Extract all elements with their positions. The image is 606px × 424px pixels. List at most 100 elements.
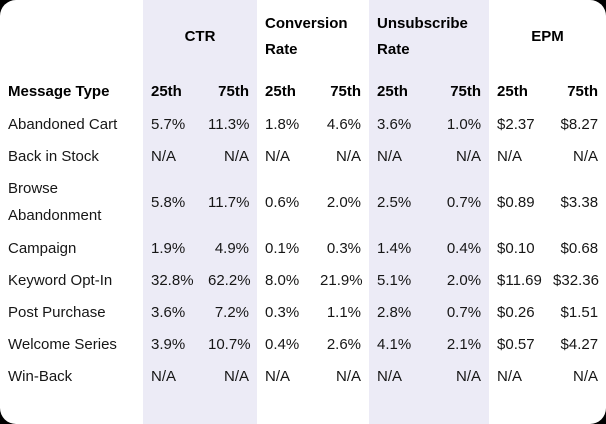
row-label: Campaign bbox=[8, 239, 77, 257]
filler-cell bbox=[489, 392, 545, 424]
cell-conversion-75th: 21.9% bbox=[320, 271, 363, 289]
cell-unsubscribe-75th: 2.0% bbox=[426, 264, 490, 296]
group-header-row: CTR Conversion Rate Unsubscribe Rate EPM bbox=[0, 0, 606, 74]
cell-epm-25th: $2.37 bbox=[497, 115, 535, 133]
column-header-epm-25th: 25th bbox=[497, 82, 528, 100]
cell-epm-75th: $3.38 bbox=[560, 193, 599, 211]
table-row-back-in-stock: Back in Stock N/A N/A N/A N/A N/A N/A N/… bbox=[0, 140, 606, 172]
cell-unsubscribe-75th: N/A bbox=[426, 360, 490, 392]
group-header-unsubscribe-rate: Unsubscribe Rate bbox=[369, 0, 490, 74]
cell-epm-25th: $11.69 bbox=[497, 271, 542, 289]
cell-epm-75th: $1.51 bbox=[560, 303, 599, 321]
cell-conversion-75th: 2.0% bbox=[326, 193, 362, 211]
filler-cell bbox=[545, 392, 606, 424]
cell-epm-25th: $0.57 bbox=[497, 335, 535, 353]
cell-epm-75th: $8.27 bbox=[560, 115, 599, 133]
cell-unsubscribe-25th: 4.1% bbox=[369, 328, 427, 360]
table-row-win-back: Win-Back N/A N/A N/A N/A N/A N/A N/A N/A bbox=[0, 360, 606, 392]
cell-ctr-75th: 62.2% bbox=[200, 264, 258, 296]
group-header-epm: EPM bbox=[531, 28, 564, 45]
cell-ctr-25th: N/A bbox=[143, 360, 200, 392]
cell-epm-75th: $4.27 bbox=[560, 335, 599, 353]
cell-unsubscribe-25th: 3.6% bbox=[369, 108, 427, 140]
percentile-header-row: Message Type 25th 75th 25th 75th 25th 75… bbox=[0, 74, 606, 108]
column-header-message-type: Message Type bbox=[8, 82, 110, 100]
filler-cell bbox=[200, 392, 258, 424]
cell-conversion-25th: 8.0% bbox=[265, 271, 300, 289]
row-label: Keyword Opt-In bbox=[8, 271, 113, 289]
cell-epm-25th: $0.89 bbox=[497, 193, 535, 211]
column-header-unsubscribe-25th: 25th bbox=[369, 74, 427, 108]
table-filler-row bbox=[0, 392, 606, 424]
cell-conversion-25th: 0.4% bbox=[265, 335, 300, 353]
group-header-conversion-rate: Conversion Rate bbox=[265, 15, 348, 58]
cell-unsubscribe-25th: 2.8% bbox=[369, 296, 427, 328]
cell-epm-75th: $0.68 bbox=[560, 239, 599, 257]
cell-ctr-75th: 11.3% bbox=[200, 108, 258, 140]
cell-unsubscribe-75th: 2.1% bbox=[426, 328, 490, 360]
cell-epm-25th: N/A bbox=[497, 367, 523, 385]
cell-conversion-75th: N/A bbox=[336, 367, 362, 385]
cell-unsubscribe-75th: 0.7% bbox=[426, 296, 490, 328]
cell-unsubscribe-25th: 1.4% bbox=[369, 232, 427, 264]
filler-cell bbox=[143, 392, 200, 424]
cell-unsubscribe-25th: N/A bbox=[369, 140, 427, 172]
table-row-post-purchase: Post Purchase 3.6% 7.2% 0.3% 1.1% 2.8% 0… bbox=[0, 296, 606, 328]
row-label: Abandoned Cart bbox=[8, 115, 118, 133]
cell-ctr-25th: 5.7% bbox=[143, 108, 200, 140]
column-header-unsubscribe-75th: 75th bbox=[426, 74, 490, 108]
cell-epm-75th: N/A bbox=[573, 147, 599, 165]
table-row-abandoned-cart: Abandoned Cart 5.7% 11.3% 1.8% 4.6% 3.6%… bbox=[0, 108, 606, 140]
row-label: Back in Stock bbox=[8, 147, 99, 165]
cell-epm-25th: $0.26 bbox=[497, 303, 535, 321]
column-header-conversion-25th: 25th bbox=[265, 82, 296, 100]
cell-epm-25th: N/A bbox=[497, 147, 523, 165]
cell-ctr-75th: N/A bbox=[200, 360, 258, 392]
cell-epm-75th: $32.36 bbox=[553, 271, 599, 289]
cell-unsubscribe-25th: 5.1% bbox=[369, 264, 427, 296]
column-header-epm-75th: 75th bbox=[567, 82, 599, 100]
cell-conversion-75th: 1.1% bbox=[326, 303, 362, 321]
filler-cell bbox=[426, 392, 490, 424]
table-row-campaign: Campaign 1.9% 4.9% 0.1% 0.3% 1.4% 0.4% $… bbox=[0, 232, 606, 264]
cell-conversion-25th: 0.6% bbox=[265, 193, 300, 211]
cell-ctr-75th: N/A bbox=[200, 140, 258, 172]
cell-ctr-75th: 11.7% bbox=[200, 172, 258, 232]
column-header-conversion-75th: 75th bbox=[330, 82, 362, 100]
table-row-browse-abandonment: Browse Abandonment 5.8% 11.7% 0.6% 2.0% … bbox=[0, 172, 606, 232]
cell-ctr-75th: 4.9% bbox=[200, 232, 258, 264]
column-header-ctr-25th: 25th bbox=[143, 74, 200, 108]
row-label: Welcome Series bbox=[8, 335, 117, 353]
cell-unsubscribe-75th: N/A bbox=[426, 140, 490, 172]
row-label: Win-Back bbox=[8, 367, 73, 385]
cell-conversion-25th: N/A bbox=[265, 147, 291, 165]
cell-conversion-75th: N/A bbox=[336, 147, 362, 165]
cell-conversion-75th: 4.6% bbox=[326, 115, 362, 133]
cell-conversion-75th: 2.6% bbox=[326, 335, 362, 353]
column-header-ctr-75th: 75th bbox=[200, 74, 258, 108]
filler-cell bbox=[257, 392, 312, 424]
cell-unsubscribe-75th: 1.0% bbox=[426, 108, 490, 140]
cell-conversion-25th: 0.3% bbox=[265, 303, 300, 321]
table-row-keyword-opt-in: Keyword Opt-In 32.8% 62.2% 8.0% 21.9% 5.… bbox=[0, 264, 606, 296]
cell-ctr-25th: N/A bbox=[143, 140, 200, 172]
group-header-spacer bbox=[0, 0, 143, 74]
cell-conversion-75th: 0.3% bbox=[326, 239, 362, 257]
table-row-welcome-series: Welcome Series 3.9% 10.7% 0.4% 2.6% 4.1%… bbox=[0, 328, 606, 360]
cell-ctr-75th: 10.7% bbox=[200, 328, 258, 360]
cell-ctr-25th: 3.6% bbox=[143, 296, 200, 328]
cell-ctr-25th: 32.8% bbox=[143, 264, 200, 296]
filler-cell bbox=[0, 392, 143, 424]
cell-unsubscribe-75th: 0.4% bbox=[426, 232, 490, 264]
cell-ctr-75th: 7.2% bbox=[200, 296, 258, 328]
cell-ctr-25th: 1.9% bbox=[143, 232, 200, 264]
row-label: Browse Abandonment bbox=[8, 180, 102, 224]
cell-epm-75th: N/A bbox=[573, 367, 599, 385]
cell-ctr-25th: 5.8% bbox=[143, 172, 200, 232]
cell-unsubscribe-25th: 2.5% bbox=[369, 172, 427, 232]
cell-epm-25th: $0.10 bbox=[497, 239, 535, 257]
cell-conversion-25th: 0.1% bbox=[265, 239, 300, 257]
